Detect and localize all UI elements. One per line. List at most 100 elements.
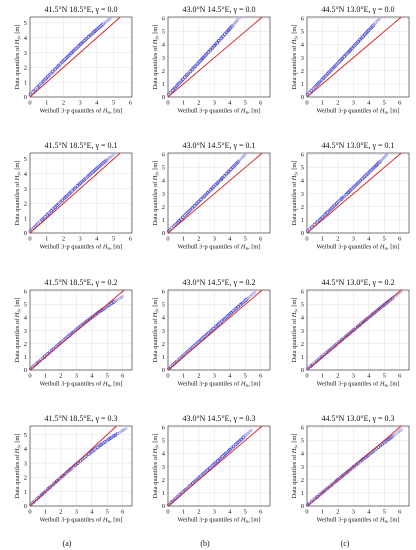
y-tick-label: 3 — [24, 50, 27, 57]
data-point — [372, 165, 376, 170]
qq-panel: 43.0°N 14.5°E, γ = 0.10 1 2 3 4 5 60123456Weib… — [152, 141, 271, 252]
y-axis-label: Data quantiles of HS, [m] — [152, 298, 160, 363]
x-tick-label: 0 — [166, 100, 169, 107]
reference-line — [306, 425, 402, 507]
data-point — [92, 29, 97, 34]
x-tick-label: 5 — [112, 236, 115, 243]
x-tick-label: 1 — [182, 236, 185, 243]
data-point — [351, 465, 356, 469]
data-point — [311, 362, 315, 367]
qq-panel: 44.5°N 13.0°E, γ = 0.30 1 2 3 4 5 60123456Weib… — [291, 414, 410, 524]
x-axis-label: Weibull 3-p quantiles of HS, [m] — [177, 244, 260, 252]
data-point — [51, 69, 55, 74]
y-tick-label: 2 — [24, 65, 27, 72]
data-point — [221, 317, 226, 322]
plot-frame — [306, 16, 410, 98]
data-point — [77, 182, 81, 187]
data-point — [175, 220, 180, 225]
data-point — [123, 427, 127, 431]
y-tick-label: 2 — [162, 341, 165, 348]
panel-title: 43.0°N 14.5°E, γ = 0.2 — [182, 278, 255, 287]
x-tick-label: 2 — [62, 236, 65, 243]
data-point — [95, 311, 100, 315]
y-tick-label: 0 — [162, 503, 165, 510]
data-point — [186, 210, 191, 214]
qq-panel: 43.0°N 14.5°E, γ = 0.30 1 2 3 4 5 60123456Weib… — [152, 414, 271, 524]
data-point — [306, 366, 310, 371]
panel-title: 43.0°N 14.5°E, γ = 0.1 — [182, 141, 255, 150]
y-tick-label: 5 — [301, 29, 304, 36]
data-point — [95, 27, 100, 31]
y-tick-label: 3 — [24, 328, 27, 335]
y-tick-label: 3 — [162, 464, 165, 471]
data-point — [93, 313, 97, 317]
x-tick-label: 0 — [28, 509, 31, 516]
data-point — [233, 307, 238, 311]
data-point — [190, 68, 194, 72]
data-point — [242, 299, 247, 303]
data-point — [172, 86, 177, 91]
data-point — [326, 71, 330, 75]
data-point — [345, 51, 349, 56]
x-tick-label: 4 — [95, 236, 99, 243]
data-point — [101, 161, 105, 165]
data-point — [95, 445, 99, 450]
data-point — [75, 45, 80, 49]
y-tick-label: 0 — [24, 367, 27, 374]
data-point — [329, 483, 334, 487]
data-point — [208, 329, 213, 333]
data-point — [360, 177, 364, 181]
y-tick-label: 4 — [301, 178, 305, 185]
qq-panel: 41.5°N 18.5°E, γ = 0.30 1 2 3 4 5 6012345Weibu… — [14, 414, 133, 524]
x-tick-label: 2 — [336, 100, 339, 107]
x-tick-label: 6 — [129, 236, 132, 243]
x-tick-label: 3 — [352, 373, 355, 380]
y-tick-label: 4 — [301, 451, 305, 458]
y-tick-label: 2 — [162, 68, 165, 75]
reference-line — [167, 152, 263, 234]
y-tick-label: 2 — [301, 204, 304, 211]
data-point — [211, 185, 216, 189]
y-axis-label: Data quantiles of HS, [m] — [14, 25, 22, 90]
data-point — [349, 46, 354, 51]
x-tick-label: 3 — [352, 509, 355, 516]
x-tick-label: 1 — [44, 509, 47, 516]
data-point — [346, 332, 350, 337]
panel-title: 41.5°N 18.5°E, γ = 0.3 — [44, 414, 117, 423]
data-point — [364, 317, 368, 322]
data-point — [241, 154, 245, 158]
data-point — [116, 432, 120, 435]
data-point — [360, 320, 365, 325]
data-point — [29, 502, 33, 507]
data-point — [222, 174, 226, 179]
data-point — [224, 315, 228, 320]
data-point — [309, 89, 313, 93]
data-point — [309, 88, 314, 93]
data-point — [363, 32, 367, 36]
data-point — [215, 323, 220, 327]
data-point — [195, 201, 199, 205]
x-tick-label: 3 — [213, 373, 216, 380]
y-tick-label: 1 — [162, 217, 165, 224]
x-tick-label: 4 — [228, 373, 232, 380]
y-tick-label: 4 — [301, 315, 305, 322]
reference-line — [29, 16, 121, 98]
data-point — [193, 64, 197, 69]
data-point — [230, 24, 234, 28]
plot-frame — [306, 152, 410, 234]
y-tick-label: 4 — [162, 178, 166, 185]
data-point — [236, 305, 240, 309]
y-axis-label: Data quantiles of HS, [m] — [291, 434, 299, 499]
y-tick-label: 1 — [162, 81, 165, 88]
y-tick-label: 5 — [24, 156, 27, 163]
plot-frame — [29, 152, 133, 234]
data-point — [374, 21, 377, 25]
data-point — [334, 202, 339, 206]
data-point — [334, 342, 339, 346]
x-tick-label: 3 — [213, 509, 216, 516]
data-point — [322, 213, 327, 217]
data-point — [205, 332, 209, 337]
data-point — [46, 487, 50, 491]
data-point — [211, 327, 215, 331]
